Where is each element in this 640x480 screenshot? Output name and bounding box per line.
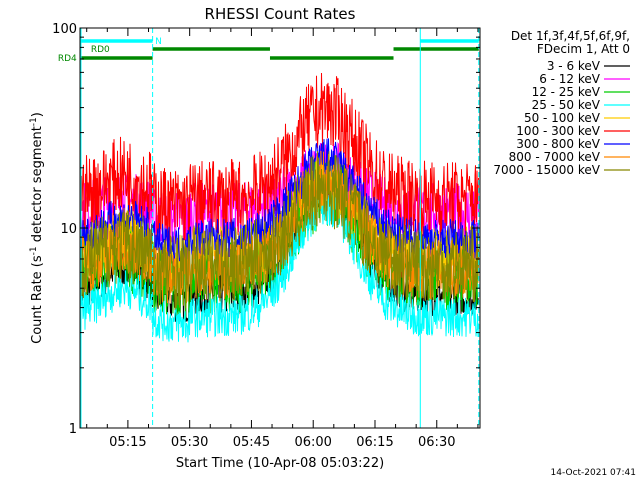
state-label-1: RD0 [91,45,110,55]
state-label-2: RD4 [58,54,77,64]
x-tick-label-2: 05:45 [233,435,270,450]
y-tick-label-2: 100 [52,22,77,37]
footer-timestamp: 14-Oct-2021 07:41 [551,468,636,478]
y-axis-label-mid: detector segment [30,126,45,246]
legend: Det 1f,3f,4f,5f,6f,9f, FDecim 1, Att 0 3… [493,29,630,177]
legend-label-7: 800 - 7000 keV [509,150,601,164]
y-axis-label-end: ) [30,112,45,117]
legend-label-0: 3 - 6 keV [547,59,601,73]
legend-label-6: 300 - 800 keV [516,137,600,151]
chart-title: RHESSI Count Rates [205,5,356,23]
series-line-5 [80,72,479,244]
y-axis-label-main: Count Rate (s [30,255,45,344]
series-line-3 [80,185,479,343]
legend-label-3: 25 - 50 keV [532,98,601,112]
y-axis-label-sup1: -1 [29,246,39,255]
legend-label-2: 12 - 25 keV [532,85,601,99]
legend-label-8: 7000 - 15000 keV [493,163,600,177]
y-tick-label-1: 10 [60,222,77,237]
series-line-8 [80,150,479,310]
series-line-7 [80,150,479,304]
x-tick-label-0: 05:15 [109,435,146,450]
state-label-0: N [155,37,162,47]
y-tick-label-0: 1 [69,422,77,437]
legend-label-4: 50 - 100 keV [524,111,601,125]
legend-label-1: 6 - 12 keV [539,72,601,86]
legend-label-5: 100 - 300 keV [516,124,600,138]
x-tick-label-3: 06:00 [294,435,331,450]
x-tick-label-4: 06:15 [356,435,393,450]
y-axis-label: Count Rate (s-1 detector segment-1) [29,112,45,344]
legend-header-line-1: Det 1f,3f,4f,5f,6f,9f, [511,29,630,43]
x-tick-label-1: 05:30 [171,435,208,450]
x-axis-label: Start Time (10-Apr-08 05:03:22) [176,456,384,471]
x-tick-label-5: 06:30 [418,435,455,450]
y-axis-label-sup2: -1 [29,117,39,126]
legend-header-line-2: FDecim 1, Att 0 [537,42,630,56]
